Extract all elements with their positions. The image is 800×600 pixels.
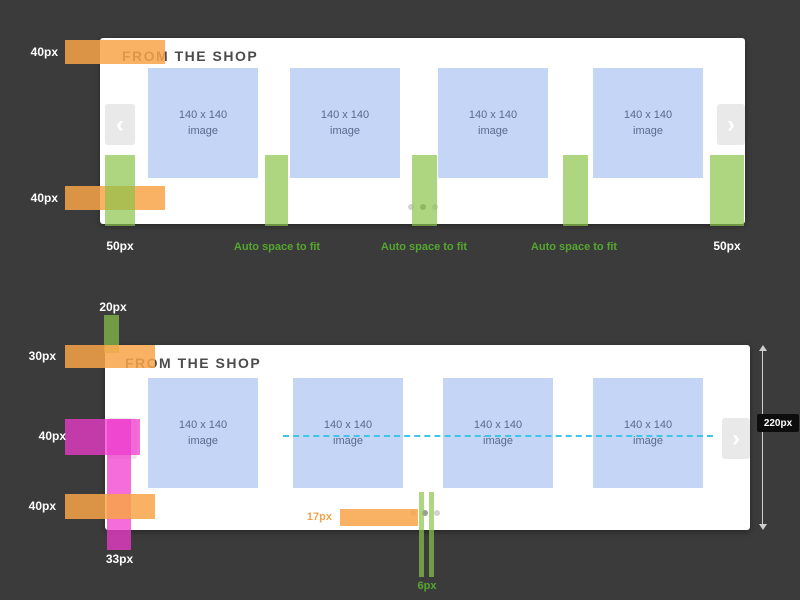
image-placeholder: 140 x 140 image (593, 68, 703, 178)
image-placeholder-label: 140 x 140 image (178, 418, 228, 448)
measure-label-arrow-offset: 33px (105, 552, 134, 566)
image-placeholder-label: 140 x 140 image (623, 108, 673, 138)
measure-label-dots-gap: 6px (417, 580, 437, 592)
measure-label-gutter-left: 50px (106, 239, 134, 253)
measure-bar-bottom-header (65, 345, 155, 368)
measure-label-auto-space-1: Auto space to fit (233, 241, 321, 253)
image-placeholder-label: 140 x 140 image (320, 108, 370, 138)
measure-label-bottom-header: 30px (28, 349, 56, 363)
measure-label-arrow-row: 40px (38, 429, 66, 443)
chevron-left-icon: ‹ (116, 110, 124, 138)
measure-bar-gutter-right (710, 155, 744, 226)
measure-label-top-gap: 20px (99, 300, 127, 314)
measure-bar-dots-offset (340, 509, 418, 526)
measure-bar-dots-gap-right (429, 492, 434, 577)
measure-bar-auto-space-2 (412, 155, 437, 226)
image-placeholder: 140 x 140 image (593, 378, 703, 488)
height-measure-line (762, 347, 763, 527)
image-placeholder-label: 140 x 140 image (323, 418, 373, 448)
carousel-next-button[interactable]: › (717, 104, 745, 145)
measure-bar-auto-space-3 (563, 155, 588, 226)
measure-arrow-down-icon (759, 524, 767, 530)
measure-arrow-up-icon (759, 345, 767, 351)
measure-label-auto-space-3: Auto space to fit (530, 241, 618, 253)
section-title: FROM THE SHOP (125, 355, 262, 371)
image-placeholder: 140 x 140 image (293, 378, 403, 488)
measure-bar-top-gap (104, 315, 119, 353)
measure-label-bottom-footer: 40px (28, 499, 56, 513)
carousel-card-top: FROM THE SHOP 140 x 140 image 140 x 140 … (100, 38, 745, 224)
measure-bar-auto-space-1 (265, 155, 288, 226)
measure-bar-arrow-offset (107, 419, 131, 550)
measure-bar-dots-gap-left (419, 492, 424, 577)
image-placeholder-label: 140 x 140 image (178, 108, 228, 138)
measure-bar-gutter-left (105, 155, 135, 226)
measure-label-dots-offset: 17px (306, 511, 332, 523)
measure-label-gutter-right: 50px (713, 239, 741, 253)
chevron-right-icon: › (727, 110, 735, 138)
center-guide-line (283, 435, 713, 437)
carousel-prev-button[interactable]: ‹ (105, 104, 135, 145)
measure-label-auto-space-2: Auto space to fit (380, 241, 468, 253)
measure-label-top-footer: 40px (30, 191, 58, 205)
carousel-card-bottom: FROM THE SHOP 140 x 140 image 140 x 140 … (105, 345, 750, 530)
image-placeholder: 140 x 140 image (438, 68, 548, 178)
chevron-right-icon: › (732, 424, 740, 452)
image-placeholder-label: 140 x 140 image (623, 418, 673, 448)
height-badge: 220px (757, 414, 799, 432)
carousel-dot[interactable] (422, 510, 428, 516)
image-placeholder: 140 x 140 image (148, 68, 258, 178)
carousel-dot[interactable] (434, 510, 440, 516)
image-placeholder: 140 x 140 image (148, 378, 258, 488)
image-placeholder-label: 140 x 140 image (473, 418, 523, 448)
measure-bar-bottom-footer (65, 494, 155, 519)
carousel-next-button[interactable]: › (722, 418, 750, 459)
carousel-dot[interactable] (408, 204, 414, 210)
measure-bar-top-header (65, 40, 165, 64)
image-placeholder-label: 140 x 140 image (468, 108, 518, 138)
image-placeholder: 140 x 140 image (290, 68, 400, 178)
measure-label-top-header: 40px (30, 45, 58, 59)
image-placeholder: 140 x 140 image (443, 378, 553, 488)
